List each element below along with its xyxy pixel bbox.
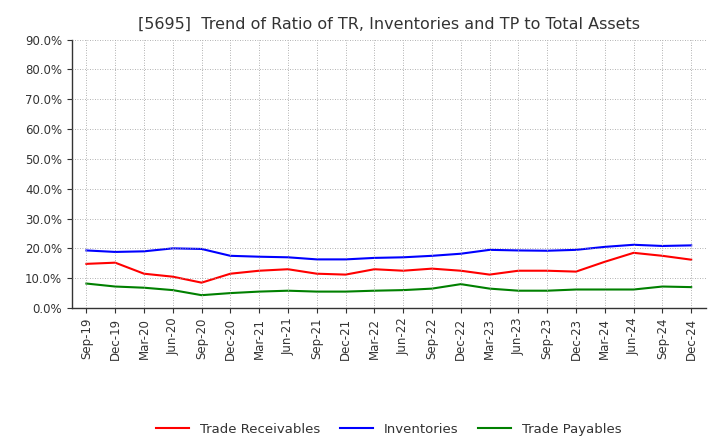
Trade Receivables (284, 267, 292, 272)
Line: Trade Receivables: Trade Receivables (86, 253, 691, 282)
Trade Payables (629, 287, 638, 292)
Inventories (226, 253, 235, 258)
Inventories (658, 243, 667, 249)
Trade Receivables (341, 272, 350, 277)
Inventories (255, 254, 264, 259)
Trade Receivables (456, 268, 465, 273)
Trade Payables (370, 288, 379, 293)
Line: Inventories: Inventories (86, 245, 691, 260)
Trade Payables (399, 287, 408, 293)
Trade Payables (111, 284, 120, 289)
Inventories (140, 249, 148, 254)
Inventories (485, 247, 494, 253)
Inventories (168, 246, 177, 251)
Trade Payables (284, 288, 292, 293)
Trade Payables (485, 286, 494, 291)
Trade Receivables (687, 257, 696, 262)
Inventories (543, 248, 552, 253)
Trade Receivables (226, 271, 235, 276)
Trade Receivables (82, 261, 91, 267)
Trade Receivables (543, 268, 552, 273)
Inventories (600, 244, 609, 249)
Trade Receivables (514, 268, 523, 273)
Trade Receivables (370, 267, 379, 272)
Trade Payables (168, 287, 177, 293)
Trade Payables (572, 287, 580, 292)
Inventories (82, 248, 91, 253)
Inventories (456, 251, 465, 257)
Inventories (514, 248, 523, 253)
Inventories (197, 246, 206, 252)
Trade Receivables (312, 271, 321, 276)
Trade Payables (140, 285, 148, 290)
Trade Payables (341, 289, 350, 294)
Inventories (629, 242, 638, 247)
Inventories (572, 247, 580, 253)
Trade Payables (600, 287, 609, 292)
Trade Payables (456, 282, 465, 287)
Trade Payables (687, 285, 696, 290)
Trade Payables (514, 288, 523, 293)
Trade Payables (312, 289, 321, 294)
Trade Payables (255, 289, 264, 294)
Trade Receivables (629, 250, 638, 256)
Trade Receivables (168, 274, 177, 279)
Trade Payables (543, 288, 552, 293)
Inventories (111, 249, 120, 255)
Inventories (312, 257, 321, 262)
Trade Receivables (399, 268, 408, 273)
Inventories (428, 253, 436, 258)
Trade Receivables (658, 253, 667, 258)
Inventories (284, 255, 292, 260)
Trade Receivables (111, 260, 120, 265)
Inventories (687, 243, 696, 248)
Trade Payables (197, 293, 206, 298)
Trade Receivables (197, 280, 206, 285)
Trade Payables (428, 286, 436, 291)
Trade Receivables (428, 266, 436, 271)
Inventories (341, 257, 350, 262)
Inventories (370, 255, 379, 260)
Trade Receivables (140, 271, 148, 276)
Trade Receivables (600, 259, 609, 264)
Trade Payables (658, 284, 667, 289)
Trade Receivables (572, 269, 580, 274)
Inventories (399, 255, 408, 260)
Legend: Trade Receivables, Inventories, Trade Payables: Trade Receivables, Inventories, Trade Pa… (151, 418, 626, 440)
Trade Receivables (255, 268, 264, 273)
Trade Receivables (485, 272, 494, 277)
Title: [5695]  Trend of Ratio of TR, Inventories and TP to Total Assets: [5695] Trend of Ratio of TR, Inventories… (138, 16, 640, 32)
Line: Trade Payables: Trade Payables (86, 283, 691, 295)
Trade Payables (82, 281, 91, 286)
Trade Payables (226, 290, 235, 296)
